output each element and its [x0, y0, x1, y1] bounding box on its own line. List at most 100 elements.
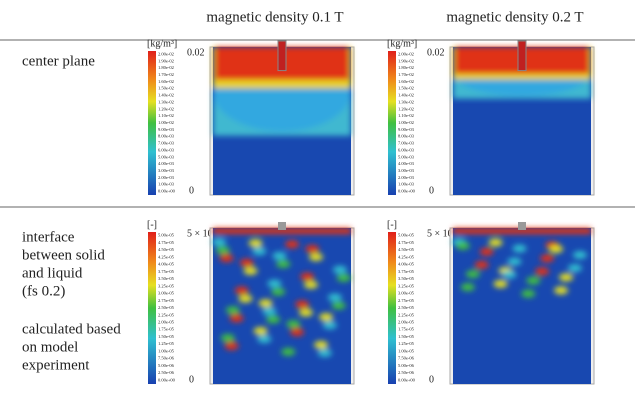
blob	[512, 244, 527, 253]
blob	[502, 270, 517, 279]
colorbar-tick-label: 3.25e-05	[398, 283, 415, 288]
colorbar-tick-label: 4.00e-03	[158, 161, 175, 166]
blob	[295, 300, 310, 309]
colorbar-tick-label: 3.25e-05	[158, 283, 175, 288]
blob	[272, 251, 287, 260]
shaft	[278, 222, 286, 230]
colorbar-tick-label: 7.50e-06	[398, 356, 415, 361]
colorbar	[148, 232, 156, 384]
colorbar-tick-label: 4.75e-05	[398, 240, 415, 245]
blob	[290, 328, 305, 337]
colorbar-tick-label: 2.00e-03	[398, 175, 415, 180]
colorbar-tick-label: 1.30e-02	[398, 99, 414, 104]
row-label: interface	[22, 229, 75, 245]
colorbar-tick-label: 1.40e-02	[398, 93, 414, 98]
column-header: magnetic density 0.1 T	[206, 9, 343, 25]
blob	[572, 251, 587, 260]
unit-label: [-]	[387, 219, 397, 230]
blob	[309, 253, 324, 262]
row-note: calculated based	[22, 321, 121, 337]
blob	[455, 241, 470, 250]
blob	[253, 327, 268, 336]
blob	[465, 270, 480, 279]
blob	[234, 286, 249, 295]
blob	[281, 347, 296, 356]
blob	[215, 246, 230, 255]
colorbar-tick-label: 1.90e-02	[158, 58, 174, 63]
colorbar-tick-label: 1.50e-05	[158, 334, 175, 339]
colorbar-tick-label: 1.10e-02	[158, 113, 174, 118]
colorbar-tick-label: 8.00e-03	[158, 134, 175, 139]
blob	[303, 280, 318, 289]
colorbar-tick-label: 1.75e-05	[398, 327, 415, 332]
colorbar-tick-label: 1.20e-02	[398, 106, 414, 111]
blob	[224, 342, 239, 351]
shaft	[518, 222, 526, 230]
row-note: on model	[22, 339, 78, 355]
colorbar-tick-label: 3.00e-03	[398, 168, 415, 173]
colorbar-tick-label: 8.00e-03	[398, 134, 415, 139]
shaft	[277, 40, 287, 72]
colorbar-tick-label: 0.00e+00	[398, 189, 416, 194]
colorbar-tick-label: 6.00e-03	[158, 147, 175, 152]
colorbar-tick-label: 4.00e-05	[158, 262, 175, 267]
row-label: center plane	[22, 53, 95, 69]
colorbar-tick-label: 2.50e-06	[158, 370, 175, 375]
colorbar-tick-label: 0.00e+00	[158, 377, 176, 382]
unit-label: [-]	[147, 219, 157, 230]
colorbar-tick-label: 5.00e-05	[398, 233, 415, 238]
blob	[474, 260, 489, 269]
colorbar-tick-label: 6.00e-03	[398, 147, 415, 152]
blob	[276, 259, 291, 268]
blob	[453, 228, 591, 234]
colorbar-tick-label: 1.70e-02	[398, 72, 414, 77]
max-label: 0.02	[427, 47, 445, 58]
colorbar-tick-label: 0.00e+00	[158, 189, 176, 194]
colorbar-tick-label: 2.00e-03	[158, 175, 175, 180]
colorbar-tick-label: 7.50e-06	[158, 356, 175, 361]
blob	[507, 257, 522, 266]
blob	[225, 306, 240, 315]
colorbar-tick-label: 4.00e-05	[398, 262, 415, 267]
colorbar-tick-label: 1.00e-02	[398, 120, 414, 125]
blob	[322, 321, 337, 330]
blob	[331, 301, 346, 310]
blob	[229, 314, 244, 323]
blob	[238, 294, 253, 303]
blob	[526, 276, 541, 285]
blob	[213, 228, 351, 234]
colorbar-tick-label: 4.25e-05	[398, 254, 415, 259]
blob	[460, 283, 475, 292]
colorbar-tick-label: 4.25e-05	[158, 254, 175, 259]
colorbar-tick-label: 9.00e-03	[158, 127, 175, 132]
colorbar-tick-label: 2.75e-05	[398, 298, 415, 303]
blob	[554, 286, 569, 295]
column-header: magnetic density 0.2 T	[446, 9, 583, 25]
blob	[266, 315, 281, 324]
colorbar-tick-label: 4.50e-05	[158, 247, 175, 252]
blob	[239, 258, 254, 267]
blob	[286, 320, 301, 329]
contour-image	[449, 222, 595, 385]
colorbar-tick-label: 1.90e-02	[398, 58, 414, 63]
colorbar-tick-label: 2.00e-05	[158, 320, 175, 325]
shaft	[517, 40, 527, 72]
colorbar-tick-label: 2.50e-06	[398, 370, 415, 375]
colorbar-tick-label: 5.00e-06	[158, 363, 175, 368]
blob	[559, 273, 574, 282]
image-base	[453, 228, 591, 384]
colorbar-tick-label: 7.00e-03	[158, 141, 175, 146]
blob	[567, 264, 582, 273]
min-label: 0	[429, 185, 434, 196]
colorbar-tick-label: 1.00e-02	[158, 120, 174, 125]
blob	[479, 247, 494, 256]
colorbar-tick-label: 1.70e-02	[158, 72, 174, 77]
blob	[252, 247, 267, 256]
colorbar-tick-label: 3.50e-05	[398, 276, 415, 281]
blob	[317, 348, 332, 357]
colorbar-tick-label: 3.00e-03	[158, 168, 175, 173]
contour-image	[209, 222, 355, 385]
colorbar-tick-label: 1.30e-02	[158, 99, 174, 104]
max-label: 5 × 10⁻⁵	[427, 228, 461, 239]
colorbar	[388, 232, 396, 384]
